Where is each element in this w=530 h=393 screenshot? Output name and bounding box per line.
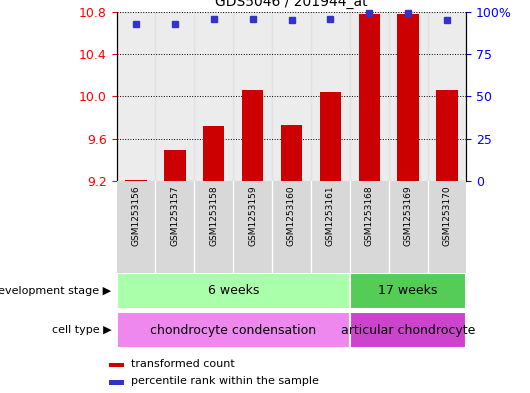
Bar (436, 90, 457, 181)
Bar (117, 12, 155, 181)
Text: 6 weeks: 6 weeks (208, 284, 259, 298)
Bar (428, 12, 466, 181)
Bar (388, 12, 428, 181)
Bar (109, 380, 124, 385)
Text: GSM1253170: GSM1253170 (443, 185, 452, 246)
Bar (195, 12, 233, 181)
Text: GSM1253169: GSM1253169 (404, 185, 412, 246)
Text: articular chondrocyte: articular chondrocyte (341, 323, 475, 337)
Bar (272, 12, 311, 181)
Text: percentile rank within the sample: percentile rank within the sample (131, 376, 320, 386)
Bar (155, 12, 195, 181)
Text: cell type ▶: cell type ▶ (51, 325, 111, 335)
Bar (281, 125, 302, 181)
Title: GDS5046 / 201944_at: GDS5046 / 201944_at (215, 0, 368, 9)
Text: GSM1253168: GSM1253168 (365, 185, 374, 246)
Bar (350, 273, 466, 309)
Bar (350, 312, 466, 348)
Text: 17 weeks: 17 weeks (378, 284, 438, 298)
Text: GSM1253156: GSM1253156 (131, 185, 140, 246)
Bar (242, 90, 263, 181)
Text: development stage ▶: development stage ▶ (0, 286, 111, 296)
Bar (203, 126, 225, 181)
Bar (398, 14, 419, 181)
Bar (109, 362, 124, 367)
Bar (164, 150, 186, 181)
Text: GSM1253157: GSM1253157 (171, 185, 179, 246)
Text: GSM1253160: GSM1253160 (287, 185, 296, 246)
Text: GSM1253161: GSM1253161 (326, 185, 335, 246)
Bar (311, 12, 350, 181)
Bar (320, 92, 341, 181)
Bar (117, 273, 350, 309)
Bar (233, 12, 272, 181)
Bar (125, 180, 147, 181)
Text: transformed count: transformed count (131, 358, 235, 369)
Text: GSM1253158: GSM1253158 (209, 185, 218, 246)
Bar (117, 312, 350, 348)
Text: chondrocyte condensation: chondrocyte condensation (150, 323, 316, 337)
Bar (350, 12, 388, 181)
Text: GSM1253159: GSM1253159 (248, 185, 257, 246)
Bar (358, 14, 380, 181)
